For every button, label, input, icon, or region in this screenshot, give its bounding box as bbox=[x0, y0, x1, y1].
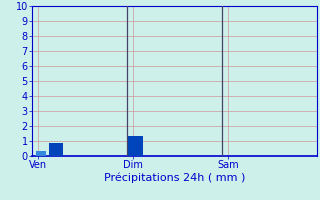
Bar bbox=[128, 136, 143, 156]
Bar bbox=[49, 143, 63, 156]
X-axis label: Précipitations 24h ( mm ): Précipitations 24h ( mm ) bbox=[104, 173, 245, 183]
Bar bbox=[36, 151, 46, 156]
